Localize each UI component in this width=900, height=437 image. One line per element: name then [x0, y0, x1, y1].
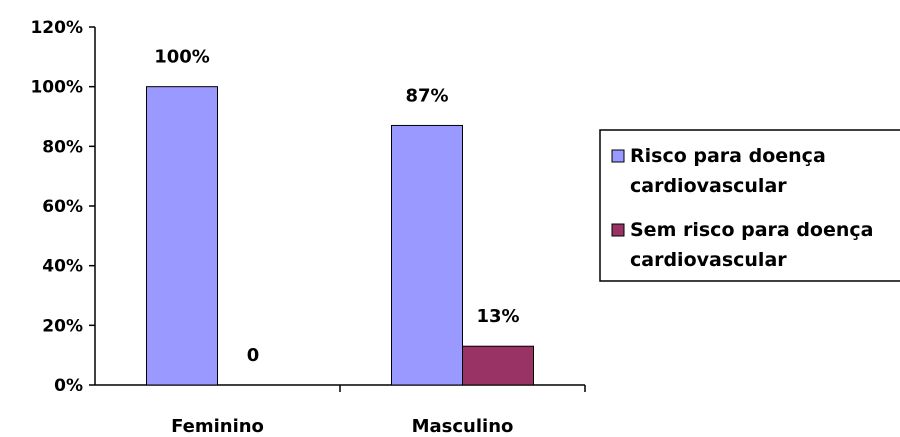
legend-swatch-sem-risco: [611, 223, 625, 237]
y-tick-label: 0%: [54, 376, 83, 396]
data-label: 87%: [405, 85, 448, 106]
data-label: 100%: [154, 47, 210, 68]
y-tick-label: 60%: [42, 197, 83, 217]
y-tick-label: 40%: [42, 257, 83, 277]
x-category-label: Feminino: [171, 416, 264, 437]
legend-swatch-risco: [611, 149, 625, 163]
bar: [391, 124, 463, 386]
bar: [462, 345, 534, 386]
y-tick-label: 100%: [30, 78, 83, 98]
legend-label-sem-risco-line2: cardiovascular: [630, 249, 787, 271]
bar: [146, 86, 218, 386]
legend-label-risco-line1: Risco para doença: [630, 145, 826, 167]
x-category-label: Masculino: [412, 416, 514, 437]
data-label: 13%: [476, 306, 519, 327]
legend: Risco para doença cardiovascular Sem ris…: [599, 129, 900, 282]
data-labels: 100% 0 87% 13%: [154, 47, 519, 366]
y-tick-label: 80%: [42, 137, 83, 157]
legend-label-risco-line2: cardiovascular: [630, 175, 787, 197]
data-label: 0: [247, 345, 260, 366]
legend-label-sem-risco-line1: Sem risco para doença: [630, 219, 873, 241]
y-tick-label: 20%: [42, 316, 83, 336]
y-tick-label: 120%: [30, 18, 83, 38]
legend-box: [599, 129, 900, 282]
bars: [146, 86, 534, 386]
axes: 0% 20% 40% 60% 80% 100% 120% Feminino Masculino: [30, 18, 586, 437]
